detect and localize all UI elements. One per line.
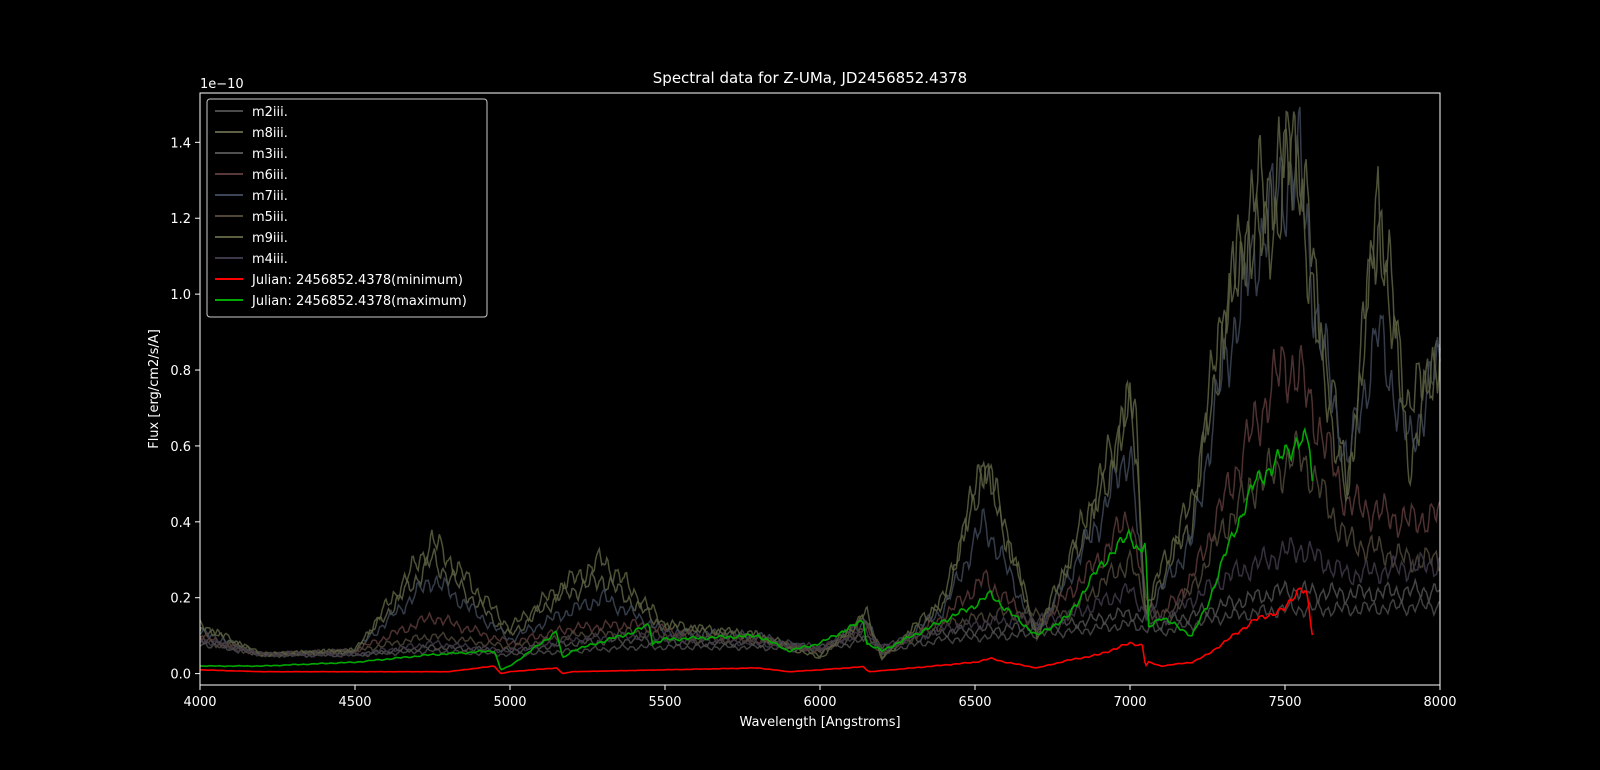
legend-label: m3iii. xyxy=(252,147,288,162)
y-axis-label: Flux [erg/cm2/s/A] xyxy=(147,329,162,449)
legend-label: m5iii. xyxy=(252,210,288,225)
x-tick-label: 4000 xyxy=(183,695,216,710)
legend-label: m6iii. xyxy=(252,168,288,183)
x-tick-label: 7500 xyxy=(1268,695,1301,710)
chart-title: Spectral data for Z-UMa, JD2456852.4378 xyxy=(653,69,967,87)
x-tick-label: 5000 xyxy=(493,695,526,710)
y-tick-label: 0.8 xyxy=(170,364,191,379)
legend-box xyxy=(206,98,488,318)
y-tick-label: 1.4 xyxy=(170,136,191,151)
y-tick-label: 0.6 xyxy=(170,440,191,455)
series-line-3 xyxy=(199,344,1441,658)
x-tick-label: 5500 xyxy=(648,695,681,710)
series-line-8 xyxy=(199,587,1314,675)
legend-label: m9iii. xyxy=(252,231,288,246)
series-line-7 xyxy=(199,536,1441,658)
legend: m2iii. m8iii. m3iii. m6iii. m7iii. m5iii. m9ii… xyxy=(206,98,488,318)
x-tick-label: 8000 xyxy=(1423,695,1456,710)
x-tick-label: 4500 xyxy=(338,695,371,710)
series-line-5 xyxy=(199,430,1441,658)
legend-label: m2iii. xyxy=(252,105,288,120)
series-line-2 xyxy=(199,577,1441,659)
series-line-9 xyxy=(199,426,1314,671)
series-lines xyxy=(199,106,1441,675)
y-tick-label: 1.2 xyxy=(170,212,191,227)
legend-label: Julian: 2456852.4378(minimum) xyxy=(251,273,463,288)
legend-label: m8iii. xyxy=(252,126,288,141)
x-axis-ticks: 4000 4500 5000 5500 6000 6500 7000 7500 8000 xyxy=(183,685,1457,710)
y-tick-label: 0.2 xyxy=(170,592,191,607)
legend-label: Julian: 2456852.4378(maximum) xyxy=(251,294,467,309)
legend-label: m7iii. xyxy=(252,189,288,204)
x-tick-label: 6500 xyxy=(958,695,991,710)
y-tick-label: 0.4 xyxy=(170,516,191,531)
y-tick-label: 1.0 xyxy=(170,288,191,303)
y-offset-label: 1e−10 xyxy=(200,77,244,92)
y-axis-ticks: 0.0 0.2 0.4 0.6 0.8 1.0 1.2 1.4 xyxy=(170,136,200,683)
x-axis-label: Wavelength [Angstroms] xyxy=(739,715,900,730)
legend-label: m4iii. xyxy=(252,252,288,267)
y-tick-label: 0.0 xyxy=(170,668,191,683)
x-tick-label: 6000 xyxy=(803,695,836,710)
x-tick-label: 7000 xyxy=(1113,695,1146,710)
series-line-6 xyxy=(199,111,1441,661)
